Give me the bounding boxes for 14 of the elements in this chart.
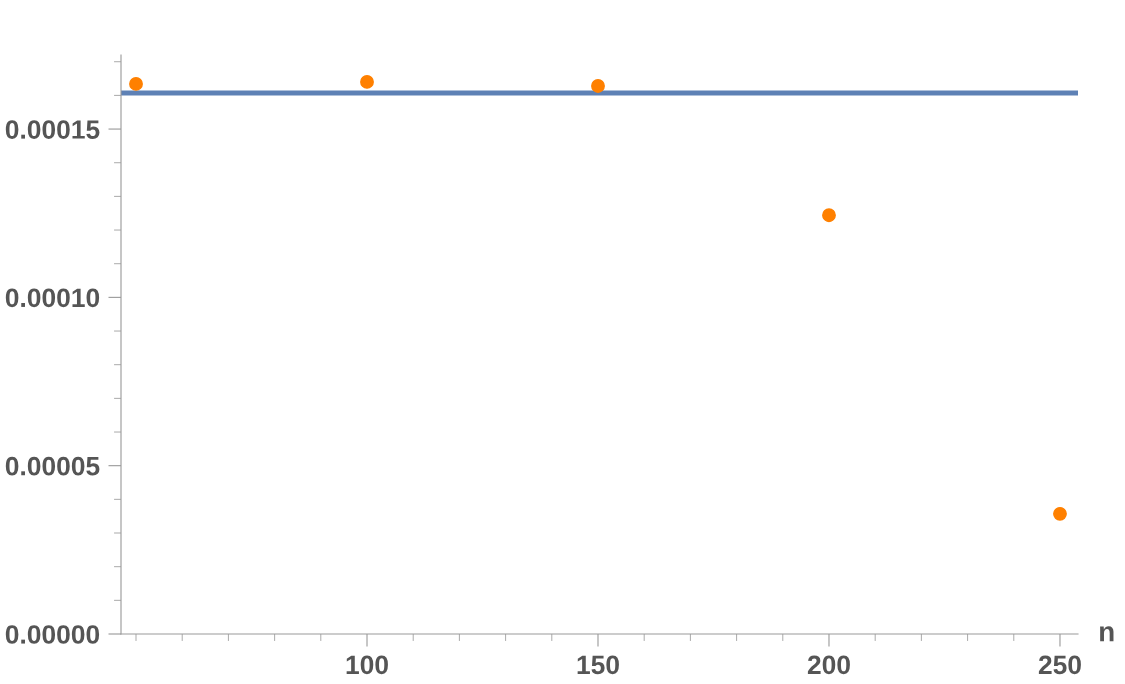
x-tick-label: 100 [346, 655, 388, 675]
y-tick-label: 0.00010 [5, 288, 100, 308]
x-tick-label: 150 [577, 655, 619, 675]
point [129, 77, 143, 91]
y-tick-label: 0.00015 [5, 120, 100, 139]
point [822, 208, 836, 223]
x-axis-title: n [1100, 626, 1114, 642]
y-tick-label: 0.00005 [5, 456, 100, 476]
point [1053, 506, 1067, 521]
y-tick-label: 0.00000 [5, 625, 100, 644]
x-tick-label: 250 [1038, 655, 1081, 675]
point [591, 79, 605, 93]
x-tick-label: 200 [807, 655, 850, 675]
point [360, 75, 374, 89]
